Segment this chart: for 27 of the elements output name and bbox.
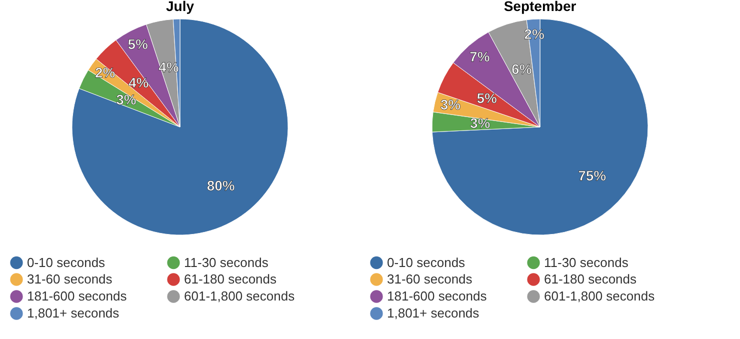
legend-label: 181-600 seconds <box>27 288 128 304</box>
pie-slice <box>432 18 648 236</box>
data-label: 5% <box>476 90 498 106</box>
data-label: 80% <box>206 177 236 194</box>
data-label: 6% <box>512 60 532 77</box>
legend-label: 11-30 seconds <box>184 254 269 270</box>
chart-title: July <box>166 0 194 14</box>
legend-label: 31-60 seconds <box>387 272 473 286</box>
legend-label: 11-30 seconds <box>544 254 629 270</box>
legend-label: 1,801+ seconds <box>27 306 120 320</box>
legend-label: 0-10 seconds <box>387 254 466 270</box>
data-label: 5% <box>128 36 149 52</box>
data-label: 3% <box>116 91 137 108</box>
legend-label: 601-1,800 seconds <box>184 288 296 304</box>
chart-title: September <box>504 0 577 14</box>
legend-label: 61-180 seconds <box>184 272 278 286</box>
legend-label: 601-1,800 seconds <box>544 288 656 304</box>
legend-label: 61-180 seconds <box>544 272 638 286</box>
legend-label: 0-10 seconds <box>27 254 106 270</box>
legend-label: 1,801+ seconds <box>387 306 480 320</box>
data-label: 3% <box>470 115 491 132</box>
data-label: 7% <box>470 48 490 65</box>
legend-label: 31-60 seconds <box>27 272 113 286</box>
data-label: 75% <box>578 168 607 184</box>
pie-slice <box>72 18 288 236</box>
data-label: 3% <box>440 96 462 113</box>
legend-label: 181-600 seconds <box>387 288 488 304</box>
